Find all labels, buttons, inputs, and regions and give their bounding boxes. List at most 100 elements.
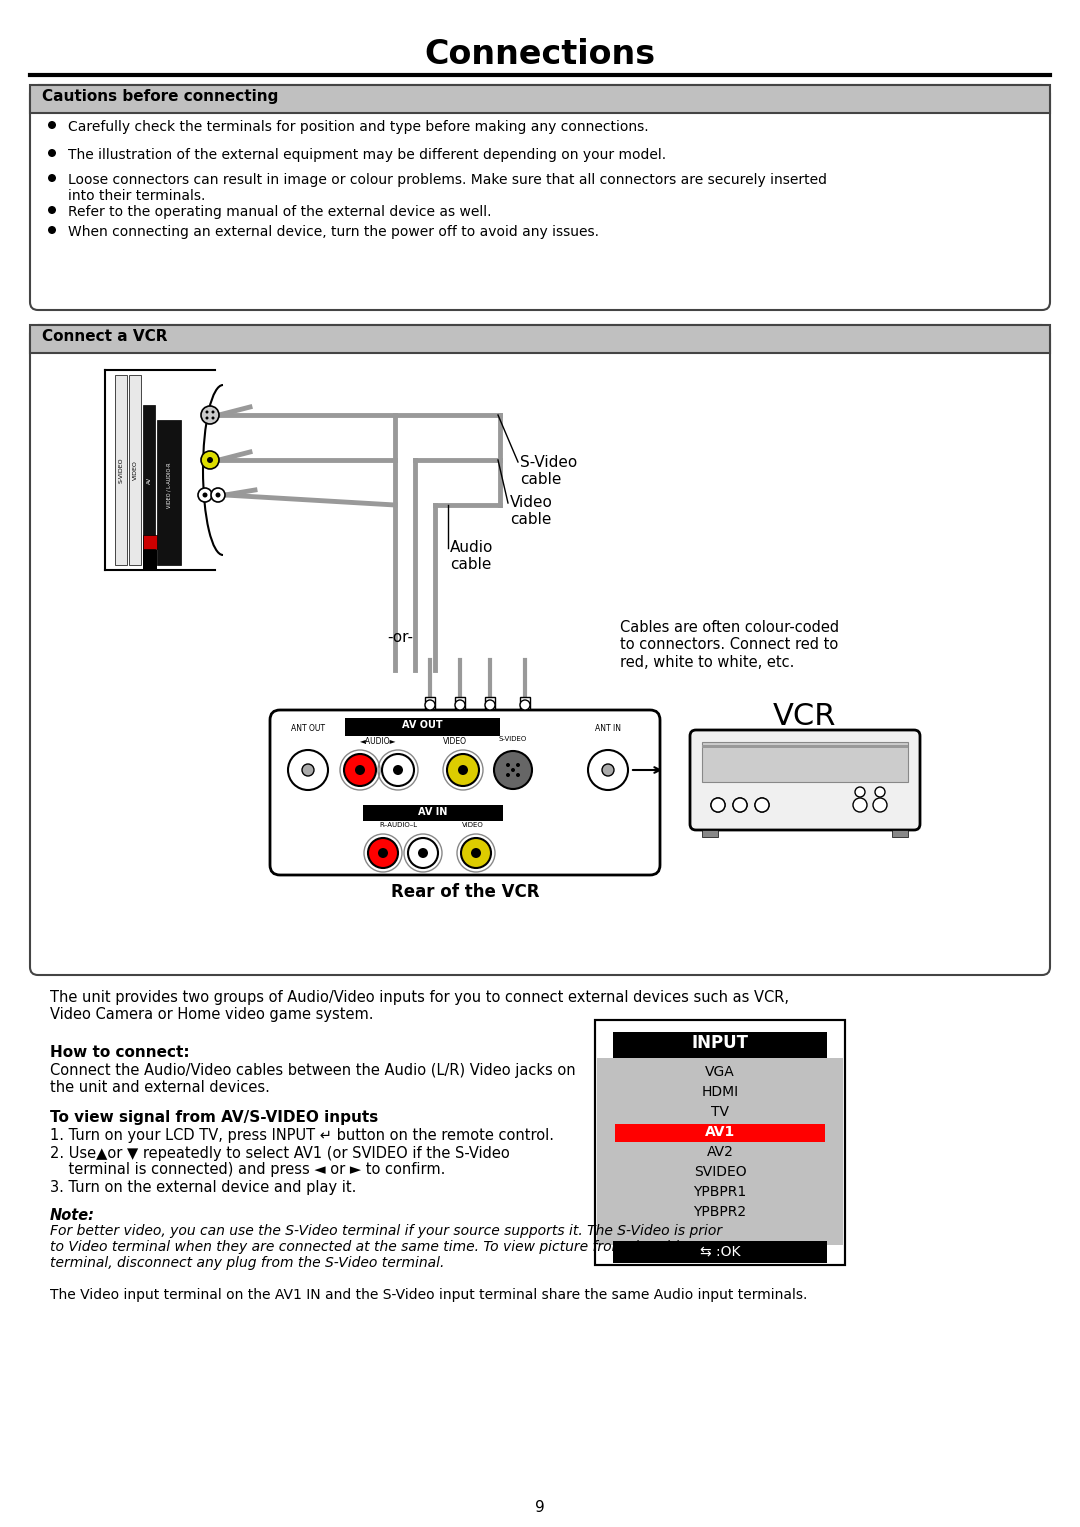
Circle shape [711,799,725,812]
Circle shape [48,121,56,128]
Text: Loose connectors can result in image or colour problems. Make sure that all conn: Loose connectors can result in image or … [68,173,827,203]
Text: Cables are often colour-coded
to connectors. Connect red to
red, white to white,: Cables are often colour-coded to connect… [620,620,839,670]
Circle shape [516,773,519,777]
Circle shape [875,786,885,797]
Text: Connect the Audio/Video cables between the Audio (L/R) Video jacks on
the unit a: Connect the Audio/Video cables between t… [50,1063,576,1095]
Bar [595,1020,845,1264]
Circle shape [212,417,215,420]
Text: Rear of the VCR: Rear of the VCR [391,883,539,901]
Text: VIDEO / L-AUDIO-R: VIDEO / L-AUDIO-R [166,463,172,508]
FancyBboxPatch shape [270,710,660,875]
Circle shape [873,799,887,812]
Bar [455,696,465,709]
Text: SVIDEO: SVIDEO [693,1165,746,1179]
Circle shape [733,799,747,812]
Text: Cautions before connecting: Cautions before connecting [42,89,279,104]
Circle shape [755,799,769,812]
Text: S-VIDEO: S-VIDEO [499,736,527,742]
Bar [485,696,495,709]
Text: ANT OUT: ANT OUT [291,724,325,733]
Text: VGA: VGA [705,1064,734,1080]
Text: Carefully check the terminals for position and type before making any connection: Carefully check the terminals for positi… [68,121,649,134]
Text: Video: Video [510,495,553,510]
Text: When connecting an external device, turn the power off to avoid any issues.: When connecting an external device, turn… [68,224,599,240]
Text: YPBPR2: YPBPR2 [693,1205,746,1219]
Bar [613,1032,827,1058]
Text: AV2: AV2 [706,1145,733,1159]
Text: 3. Turn on the external device and play it.: 3. Turn on the external device and play … [50,1180,356,1196]
Circle shape [211,489,225,502]
Circle shape [471,847,481,858]
Text: VIDEO: VIDEO [462,822,484,828]
Circle shape [455,699,465,710]
Text: AV1: AV1 [705,1125,735,1139]
Bar [157,420,181,565]
Text: VCR: VCR [773,702,837,731]
Circle shape [345,754,376,786]
Text: terminal, disconnect any plug from the S-Video terminal.: terminal, disconnect any plug from the S… [50,1257,444,1270]
Circle shape [519,699,530,710]
Text: R–AUDIO–L: R–AUDIO–L [379,822,417,828]
Circle shape [302,764,314,776]
Circle shape [511,768,515,773]
Bar [702,742,908,782]
Circle shape [711,799,725,812]
Text: 2. Use▲or ▼ repeatedly to select AV1 (or SVIDEO if the S-Video: 2. Use▲or ▼ repeatedly to select AV1 (or… [50,1145,510,1161]
Circle shape [48,226,56,234]
Text: terminal is connected) and press ◄ or ► to confirm.: terminal is connected) and press ◄ or ► … [50,1162,445,1177]
Circle shape [207,457,213,463]
Circle shape [48,206,56,214]
Bar [143,550,157,570]
Text: INPUT: INPUT [691,1034,748,1052]
Circle shape [426,699,435,710]
Bar [345,718,500,736]
Bar [702,831,718,837]
Text: VIDEO: VIDEO [443,738,467,747]
Circle shape [447,754,480,786]
Text: The illustration of the external equipment may be different depending on your mo: The illustration of the external equipme… [68,148,666,162]
Circle shape [378,847,388,858]
Circle shape [201,450,219,469]
Bar [105,370,215,570]
Text: Connect a VCR: Connect a VCR [42,328,167,344]
Circle shape [507,773,510,777]
Circle shape [48,150,56,157]
Bar [143,534,157,550]
Text: S-Video: S-Video [519,455,577,470]
Circle shape [461,838,491,867]
Circle shape [212,411,215,414]
Circle shape [393,765,403,776]
Text: Connections: Connections [424,38,656,70]
Circle shape [588,750,627,789]
Text: ANT IN: ANT IN [595,724,621,733]
Text: Refer to the operating manual of the external device as well.: Refer to the operating manual of the ext… [68,205,491,218]
Bar [892,831,908,837]
Bar [702,745,908,748]
Bar [114,376,127,565]
Circle shape [216,493,220,498]
Circle shape [288,750,328,789]
Circle shape [205,411,208,414]
Text: TV: TV [711,1106,729,1119]
Bar [143,405,156,565]
Circle shape [733,799,747,812]
Bar [129,376,141,565]
Bar [615,1124,825,1142]
Circle shape [205,417,208,420]
Text: AV IN: AV IN [418,806,448,817]
Bar [30,86,1050,113]
Text: The unit provides two groups of Audio/Video inputs for you to connect external d: The unit provides two groups of Audio/Vi… [50,989,789,1023]
FancyBboxPatch shape [690,730,920,831]
Bar [613,1241,827,1263]
Circle shape [198,489,212,502]
FancyBboxPatch shape [30,86,1050,310]
Text: AV OUT: AV OUT [402,721,443,730]
Text: YPBPR1: YPBPR1 [693,1185,746,1199]
Text: Audio: Audio [450,541,494,554]
Circle shape [48,174,56,182]
Bar [30,325,1050,353]
Text: How to connect:: How to connect: [50,1044,190,1060]
Text: cable: cable [519,472,562,487]
Bar [595,1020,845,1264]
Text: to Video terminal when they are connected at the same time. To view picture from: to Video terminal when they are connecte… [50,1240,696,1254]
